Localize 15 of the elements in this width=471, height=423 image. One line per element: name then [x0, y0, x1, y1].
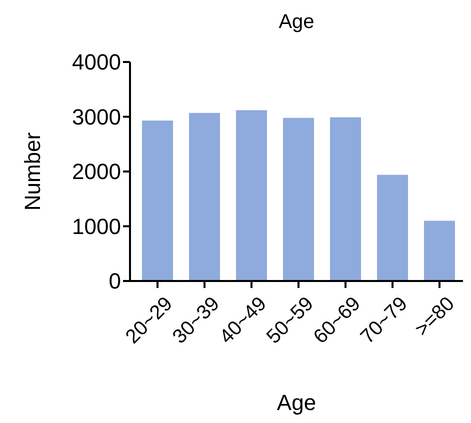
x-axis-title: Age — [276, 390, 316, 415]
bar — [188, 112, 220, 281]
bar — [330, 117, 362, 281]
bar — [376, 174, 408, 281]
y-tick-label: 0 — [108, 268, 121, 294]
y-tick-label: 3000 — [72, 104, 121, 130]
bar — [142, 120, 174, 281]
bar — [236, 110, 268, 281]
chart-title: Age — [278, 11, 314, 33]
y-tick-label: 2000 — [72, 159, 121, 184]
bar — [282, 118, 314, 281]
y-tick-label: 4000 — [72, 50, 121, 75]
y-axis-title: Number — [20, 132, 45, 211]
y-tick-label: 1000 — [72, 214, 121, 239]
bar — [424, 220, 456, 281]
